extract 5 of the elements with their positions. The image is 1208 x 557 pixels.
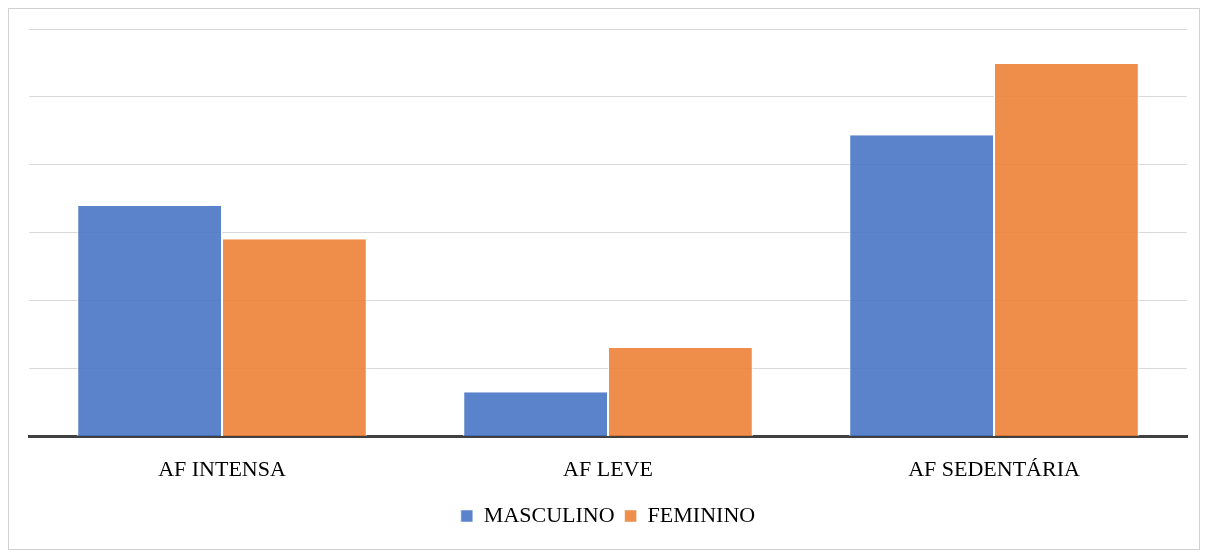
legend-label: MASCULINO	[483, 501, 615, 527]
x-tick-label: AF INTENSA	[158, 455, 286, 481]
x-tick-label: AF SEDENTÁRIA	[908, 455, 1080, 481]
legend-label: FEMININO	[647, 501, 756, 527]
x-tick-label: AF LEVE	[563, 455, 653, 481]
